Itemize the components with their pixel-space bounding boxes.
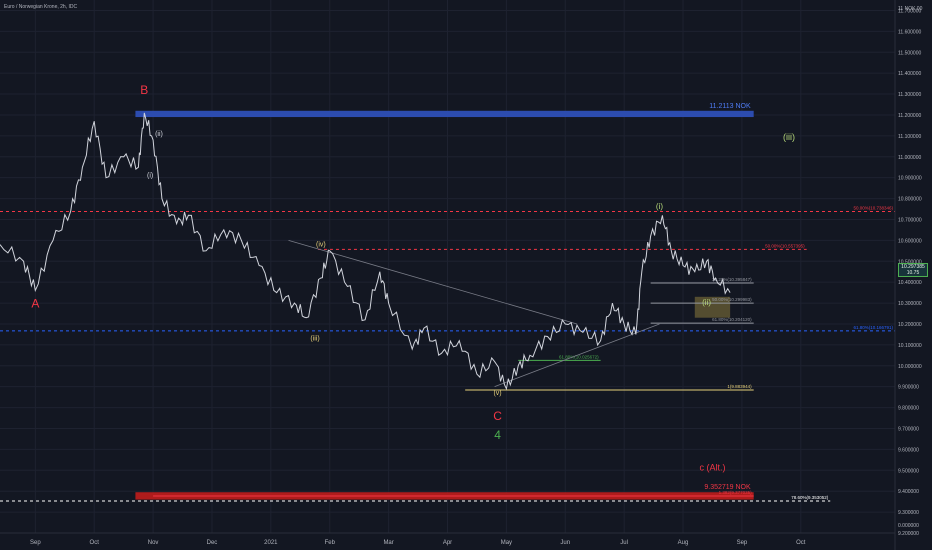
x-tick-label: Jul	[620, 540, 628, 546]
y-tick-label: 11.100000	[898, 134, 921, 140]
y-axis-bottom-label: 0.000000	[898, 523, 919, 529]
y-tick-label: 9.800000	[898, 406, 919, 412]
wave-label: B	[140, 83, 148, 97]
wave-label: (iii)	[783, 132, 795, 142]
wave-label: (ii)	[702, 298, 711, 307]
y-tick-label: 11.700000	[898, 8, 921, 14]
x-tick-label: Dec	[207, 540, 218, 546]
x-tick-label: May	[501, 540, 512, 546]
wave-label: (i)	[147, 173, 153, 180]
y-axis-top-label: 11 NOK 00	[898, 6, 923, 12]
wave-label: (iv)	[316, 242, 326, 249]
wave-label: 4	[494, 428, 501, 442]
y-tick-label: 10.600000	[898, 238, 922, 244]
zone-label: 9.352719 NOK	[704, 484, 751, 491]
y-tick-label: 9.500000	[898, 468, 919, 474]
y-tick-label: 9.400000	[898, 489, 919, 495]
fib-level-label: 1.382(9.377035)	[719, 490, 753, 495]
y-tick-label: 11.000000	[898, 155, 921, 161]
fib-levels: 50.00%(10.738346) 50.00%(10.557395) 38.20%…	[0, 206, 895, 502]
x-tick-label: Feb	[325, 540, 336, 546]
price-zone	[135, 110, 754, 118]
y-tick-label: 10.800000	[898, 197, 922, 203]
x-tick-label: Sep	[737, 540, 748, 546]
y-tick-label: 11.600000	[898, 29, 921, 35]
x-tick-label: Oct	[90, 540, 100, 546]
y-tick-label: 10.100000	[898, 343, 922, 349]
last-price-sub: 10.75	[906, 270, 920, 276]
symbol-title: Euro / Norwegian Krone, 2h, IDC	[4, 4, 78, 10]
target-box	[694, 296, 731, 318]
x-tick-label: 2021	[264, 540, 278, 546]
fib-level-label: 78.60%(9.353052)	[791, 495, 829, 500]
fib-level-label: 61.80%(10.025672)	[559, 354, 599, 359]
fib-level-label: 50.00%(10.299983)	[712, 297, 752, 302]
y-tick-label: 9.600000	[898, 447, 919, 453]
y-tick-label: 10.900000	[898, 176, 922, 182]
grid	[0, 0, 895, 534]
y-tick-label: 10.700000	[898, 217, 922, 223]
wave-label: A	[31, 296, 39, 310]
x-tick-label: Jun	[560, 540, 570, 546]
fib-level-label: 1(9.883944)	[727, 384, 752, 389]
y-axis[interactable]: 11.700000 11.600000 11.500000 11.400000 11.3…	[894, 0, 923, 550]
wave-label: (i)	[656, 202, 663, 211]
x-tick-label: Sep	[30, 540, 41, 546]
price-line	[0, 112, 731, 391]
wave-label: (iii)	[310, 336, 319, 343]
y-tick-label: 11.500000	[898, 50, 921, 56]
x-tick-label: Mar	[383, 540, 393, 546]
y-tick-label: 10.400000	[898, 280, 922, 286]
y-tick-label: 9.200000	[898, 531, 919, 537]
x-axis[interactable]: Sep Oct Nov Dec 2021 Feb Mar Apr May Jun Jul Aug Sep…	[0, 532, 895, 546]
wave-label: (v)	[493, 390, 501, 397]
fib-level-label: 61.80%(10.166791)	[853, 325, 893, 330]
wave-label: C	[493, 409, 502, 423]
y-tick-label: 10.000000	[898, 364, 922, 370]
y-tick-label: 10.200000	[898, 322, 922, 328]
y-tick-label: 11.400000	[898, 71, 921, 77]
y-tick-label: 11.200000	[898, 113, 921, 119]
trendline	[288, 239, 578, 325]
y-tick-label: 9.900000	[898, 385, 919, 391]
x-tick-label: Apr	[443, 540, 452, 546]
fib-level-label: 61.80%(10.204120)	[712, 317, 752, 322]
y-tick-label: 9.700000	[898, 426, 919, 432]
zone-label: 11.2113 NOK	[709, 103, 751, 110]
fib-level-label: 38.20%(10.395847)	[712, 277, 752, 282]
price-series	[0, 112, 731, 391]
x-tick-label: Oct	[796, 540, 806, 546]
x-tick-label: Aug	[678, 540, 689, 546]
wave-label: c (Alt.)	[699, 462, 725, 472]
fib-level-label: 50.00%(10.738346)	[853, 206, 893, 211]
wave-label: (ii)	[155, 131, 163, 138]
last-price-badge: 10.297385 10.75	[898, 263, 928, 277]
fib-level-label: 50.00%(10.557395)	[765, 243, 805, 248]
y-tick-label: 11.300000	[898, 92, 921, 98]
y-tick-label: 10.300000	[898, 301, 922, 307]
x-tick-label: Nov	[148, 540, 159, 546]
y-tick-label: 9.300000	[898, 510, 919, 516]
wave-labels: A B C 4 (i) (ii) (iii) (iv) (v) (i) (ii) (iii) c (Al…	[31, 83, 795, 472]
last-price-value: 10.297385	[901, 264, 925, 270]
y-tick-label: 10.500000	[898, 259, 922, 265]
